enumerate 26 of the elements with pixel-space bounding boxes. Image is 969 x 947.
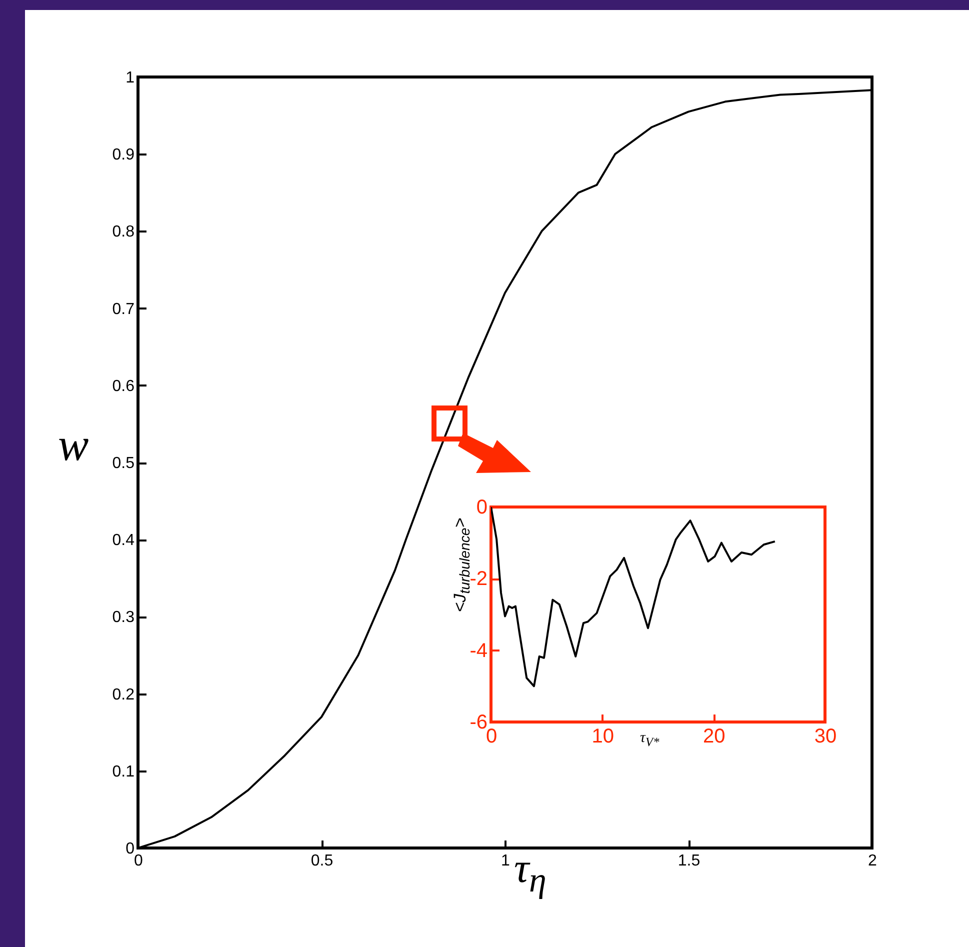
- y-tick-label: -6: [470, 712, 488, 734]
- x-tick-label: 20: [703, 726, 726, 748]
- x-tick-label: 0.5: [310, 852, 334, 870]
- y-tick-label: 0: [126, 840, 135, 858]
- y-tick-label: 0.8: [112, 224, 135, 241]
- y-tick-label: 1: [126, 70, 135, 86]
- y-axis-title: w: [58, 418, 89, 471]
- x-tick-label: 1.5: [678, 852, 700, 870]
- y-tick-label: 0.5: [112, 455, 135, 472]
- y-tick-label: 0.2: [112, 686, 135, 704]
- x-axis-title: τ$_{η}$: [514, 845, 546, 900]
- y-tick-label: 0.6: [112, 378, 135, 395]
- x-tick-label: 1: [501, 852, 510, 870]
- x-tick-label: 2: [868, 852, 878, 870]
- y-tick-label: 0.4: [112, 532, 135, 550]
- x-axis-title: τ$_{V*}$: [640, 730, 660, 750]
- y-tick-label: 0.9: [112, 146, 135, 164]
- y-tick-label: -2: [470, 568, 488, 590]
- y-tick-label: 0.7: [112, 300, 135, 318]
- line-series: [491, 507, 776, 688]
- y-tick-label: 0: [476, 496, 488, 518]
- x-tick-label: 10: [592, 726, 614, 748]
- y-tick-label: -4: [470, 640, 488, 662]
- y-tick-label: 0.3: [112, 609, 135, 626]
- x-tick-label: 30: [814, 726, 837, 748]
- y-tick-label: 0.1: [112, 763, 135, 780]
